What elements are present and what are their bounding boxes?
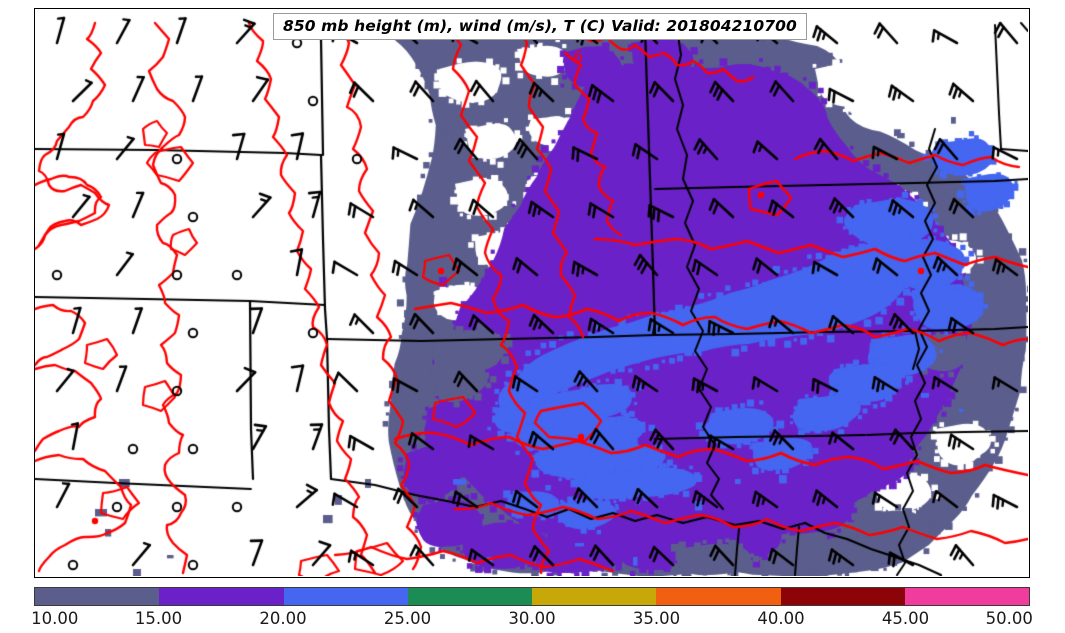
map-frame [34,8,1030,578]
colorbar-tick-15.00: 15.00 [134,609,183,628]
colorbar-tick-25.00: 25.00 [383,609,432,628]
colorbar-segment-30.00-35.00 [532,588,657,605]
colorbar-tick-35.00: 35.00 [632,609,681,628]
colorbar-tick-45.00: 45.00 [881,609,930,628]
colorbar-tick-20.00: 20.00 [259,609,307,628]
map-title-text: 850 mb height (m), wind (m/s), T (C) Val… [283,17,797,35]
colorbar-tick-labels: 10.00 15.00 20.00 25.00 30.00 35.00 40.00 45.00… [31,609,1033,633]
colorbar-tick-50.00: 50.00 [985,609,1033,628]
colorbar-tick-30.00: 30.00 [508,609,556,628]
colorbar-segment-45.00-50.00 [904,588,1029,605]
colorbar-segment-25.00-30.00 [407,588,532,605]
map-canvas [35,9,1028,576]
colorbar-segment-15.00-20.00 [159,588,284,605]
colorbar-tick-10.00: 10.00 [31,609,79,628]
colorbar-tick-40.00: 40.00 [757,609,805,628]
map-title-box: 850 mb height (m), wind (m/s), T (C) Val… [273,13,807,40]
colorbar-segment-10.00-15.00 [35,588,160,605]
colorbar-segment-40.00-45.00 [780,588,905,605]
colorbar-segment-35.00-40.00 [656,588,781,605]
colorbar-strip [34,587,1030,606]
colorbar-segment-20.00-25.00 [283,588,408,605]
colorbar: 10.00 15.00 20.00 25.00 30.00 35.00 40.00 45.00… [31,587,1033,633]
